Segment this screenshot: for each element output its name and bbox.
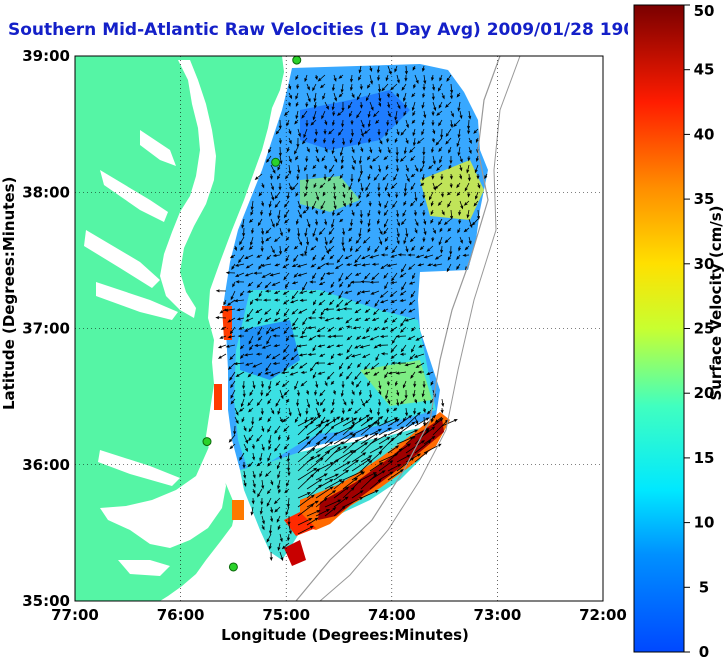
colorbar-tick-label: 50 bbox=[694, 2, 715, 20]
plot-frame bbox=[74, 55, 604, 602]
y-tick-label: 38:00 bbox=[22, 183, 70, 201]
y-tick-label: 37:00 bbox=[22, 320, 70, 338]
colorbar-tick-label: 25 bbox=[694, 320, 715, 338]
colorbar-tick-label: 15 bbox=[694, 449, 715, 467]
colorbar-tick-label: 30 bbox=[694, 255, 715, 273]
colorbar-tick-label: 45 bbox=[694, 61, 715, 79]
colorbar-tick-label: 5 bbox=[699, 578, 709, 596]
y-tick-label: 35:00 bbox=[22, 592, 70, 610]
grid bbox=[75, 56, 603, 601]
y-tick-label: 36:00 bbox=[22, 456, 70, 474]
colorbar-tick-label: 40 bbox=[694, 125, 715, 143]
colorbar-tick-label: 10 bbox=[694, 514, 715, 532]
station-markers bbox=[202, 56, 302, 572]
radar-station-marker bbox=[271, 157, 281, 167]
radar-station-marker bbox=[202, 437, 212, 447]
x-axis-label: Longitude (Degrees:Minutes) bbox=[221, 626, 469, 644]
colorbar-tick-label: 35 bbox=[694, 190, 715, 208]
velocity-arrows bbox=[215, 65, 488, 562]
x-tick-label: 75:00 bbox=[262, 606, 310, 624]
y-tick-labels: 39:00 38:00 37:00 36:00 35:00 bbox=[22, 47, 70, 610]
chesapeake-bay bbox=[160, 60, 216, 318]
colorbar-tick-label: 20 bbox=[694, 384, 715, 402]
radar-station-marker bbox=[228, 562, 238, 572]
pamlico-sound bbox=[100, 440, 226, 548]
x-tick-label: 73:00 bbox=[474, 606, 522, 624]
colorbar-tick-label: 0 bbox=[699, 643, 709, 659]
y-tick-label: 39:00 bbox=[22, 47, 70, 65]
x-tick-label: 72:00 bbox=[579, 606, 627, 624]
colorbar bbox=[633, 4, 685, 653]
x-tick-label: 76:00 bbox=[157, 606, 205, 624]
x-tick-label: 77:00 bbox=[51, 606, 99, 624]
map-title: Southern Mid-Atlantic Raw Velocities (1 … bbox=[8, 20, 628, 40]
radar-station-marker bbox=[292, 56, 302, 65]
x-tick-labels: 77:00 76:00 75:00 74:00 73:00 72:00 bbox=[51, 606, 627, 624]
x-tick-label: 74:00 bbox=[368, 606, 416, 624]
